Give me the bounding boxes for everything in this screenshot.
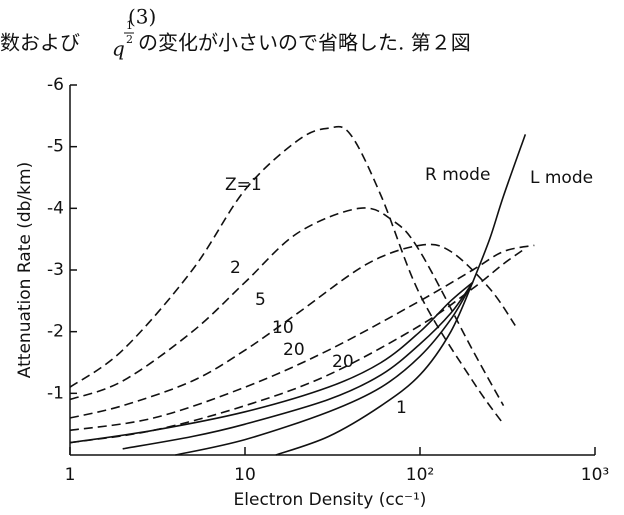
y-tick-label: -6 <box>47 75 64 95</box>
curve-label: 2 <box>230 258 241 278</box>
x-tick-label: 10² <box>406 465 434 485</box>
curve-label: 10 <box>272 318 294 338</box>
header-numerator: 1 <box>126 19 133 32</box>
annotation: L mode <box>530 168 593 188</box>
curve <box>69 243 516 419</box>
curve <box>69 125 505 425</box>
header-symbol: q <box>112 37 125 61</box>
header-denominator: 2 <box>126 33 133 46</box>
x-axis-label: Electron Density (cc⁻¹) <box>234 490 427 510</box>
y-tick-label: -3 <box>47 260 64 280</box>
curve-label: Z=1 <box>225 175 262 195</box>
equation-number: (3) <box>128 5 156 29</box>
curve-label: 1 <box>396 398 407 418</box>
y-tick-label: -2 <box>47 322 64 342</box>
curve <box>69 244 535 432</box>
x-tick-label: 10³ <box>581 465 609 485</box>
header-text: 数および <box>0 31 80 55</box>
y-tick-label: -4 <box>47 198 64 218</box>
curve <box>122 281 474 450</box>
curve-label: 20 <box>332 352 354 372</box>
curve <box>471 134 527 283</box>
y-tick-label: -5 <box>47 137 64 157</box>
curve <box>69 207 505 407</box>
x-tick-label: 1 <box>65 465 76 485</box>
header-text: の変化が小さいので省略した. 第２図 <box>138 31 471 55</box>
y-axis-label: Attenuation Rate (db/km) <box>15 162 35 378</box>
y-tick-label: -1 <box>47 383 64 403</box>
annotation: R mode <box>425 165 490 185</box>
curve <box>275 282 474 456</box>
curve-label: 20 <box>283 340 305 360</box>
curve <box>175 281 474 456</box>
curve <box>69 281 474 444</box>
x-tick-label: 10 <box>234 465 256 485</box>
curve-label: 5 <box>255 290 266 310</box>
